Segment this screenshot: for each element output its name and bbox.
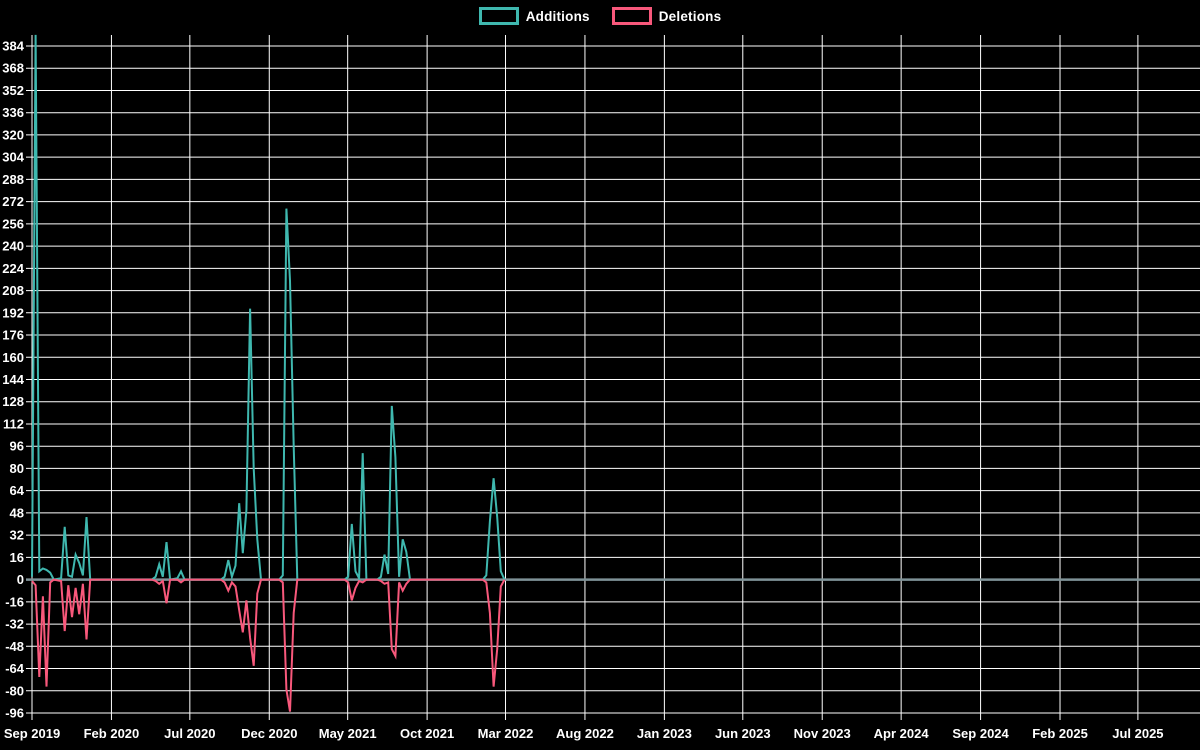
y-tick-label: 160 — [2, 350, 24, 365]
deletions-line — [31, 578, 506, 712]
x-tick-label: Sep 2024 — [952, 726, 1009, 741]
x-tick-label: May 2021 — [319, 726, 377, 741]
y-tick-label: 224 — [2, 261, 24, 276]
x-tick-label: Jul 2020 — [164, 726, 215, 741]
deletions-legend-label: Deletions — [658, 8, 722, 24]
y-tick-label: 272 — [2, 194, 24, 209]
x-tick-label: Jun 2023 — [715, 726, 771, 741]
additions-line — [31, 34, 506, 583]
y-tick-label: 352 — [2, 83, 24, 98]
y-tick-label: 288 — [2, 172, 24, 187]
deletions-swatch-icon — [611, 7, 652, 25]
y-tick-label: -80 — [5, 683, 24, 698]
y-tick-label: 320 — [2, 127, 24, 142]
y-tick-label: 32 — [10, 528, 24, 543]
y-tick-label: 208 — [2, 283, 24, 298]
y-tick-label: 304 — [2, 150, 24, 165]
additions-legend-label: Additions — [525, 8, 590, 24]
x-tick-label: Feb 2020 — [84, 726, 140, 741]
chart-legend: Additions Deletions — [0, 7, 1200, 25]
y-tick-label: -16 — [5, 594, 24, 609]
y-tick-label: 64 — [10, 483, 25, 498]
y-tick-label: 128 — [2, 394, 24, 409]
y-tick-label: -32 — [5, 617, 24, 632]
y-tick-label: 0 — [17, 572, 24, 587]
y-tick-label: 80 — [10, 461, 24, 476]
y-tick-label: -96 — [5, 706, 24, 721]
y-tick-label: 384 — [2, 38, 24, 53]
y-tick-label: 256 — [2, 216, 24, 231]
y-tick-label: 176 — [2, 328, 24, 343]
x-tick-label: Jan 2023 — [637, 726, 692, 741]
x-tick-label: Jul 2025 — [1112, 726, 1163, 741]
x-tick-label: Oct 2021 — [400, 726, 454, 741]
y-tick-label: 48 — [10, 505, 24, 520]
legend-item-deletions[interactable]: Deletions — [611, 7, 722, 25]
x-tick-label: Feb 2025 — [1032, 726, 1088, 741]
y-tick-label: 192 — [2, 305, 24, 320]
additions-swatch-icon — [478, 7, 519, 25]
x-tick-label: Nov 2023 — [794, 726, 851, 741]
y-tick-label: 96 — [10, 439, 24, 454]
x-tick-label: Apr 2024 — [874, 726, 930, 741]
x-tick-label: Sep 2019 — [4, 726, 60, 741]
y-tick-label: 336 — [2, 105, 24, 120]
y-tick-label: 16 — [10, 550, 24, 565]
y-tick-label: 112 — [3, 416, 24, 431]
legend-item-additions[interactable]: Additions — [478, 7, 590, 25]
y-tick-label: 144 — [2, 372, 24, 387]
y-tick-label: -64 — [5, 661, 25, 676]
x-tick-label: Mar 2022 — [478, 726, 534, 741]
y-tick-label: -48 — [5, 639, 24, 654]
x-tick-label: Aug 2022 — [556, 726, 614, 741]
y-tick-label: 240 — [2, 239, 24, 254]
y-tick-label: 368 — [2, 61, 24, 76]
x-tick-label: Dec 2020 — [241, 726, 297, 741]
